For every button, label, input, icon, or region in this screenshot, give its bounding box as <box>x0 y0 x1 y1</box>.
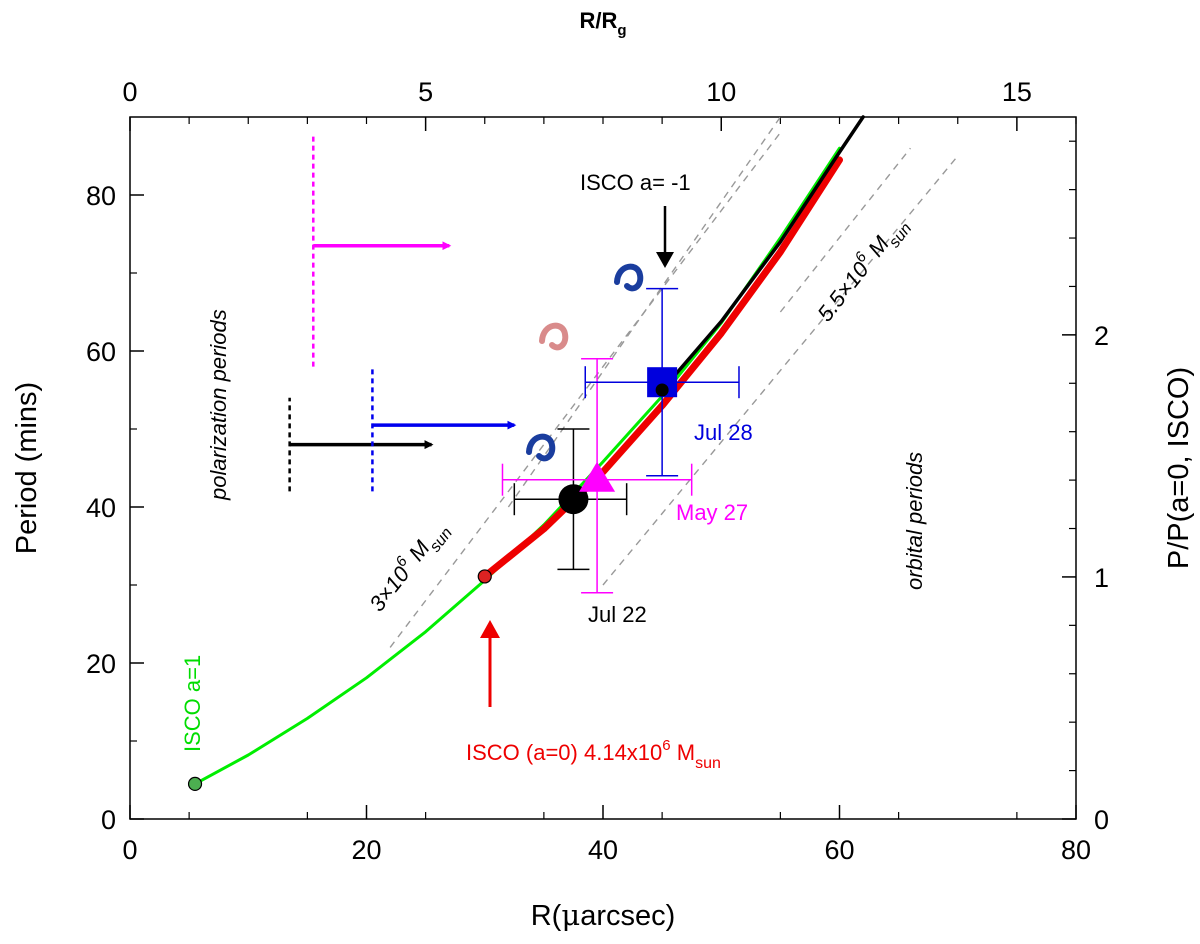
right-y-tick-label: 1 <box>1094 563 1109 593</box>
isco-a0-arrowhead <box>480 620 500 638</box>
x-tick-label: 60 <box>824 835 854 865</box>
y-tick-label: 80 <box>86 181 116 211</box>
right-y-tick-label: 2 <box>1094 321 1109 351</box>
top-x-tick-label: 15 <box>1002 77 1032 107</box>
mass-5_5e6-label: 5.5×106 Msun <box>810 209 916 330</box>
observation-points: Jul 22 May 27 Jul 28 <box>501 287 753 627</box>
curved-arrow-icon <box>526 263 644 462</box>
data-point <box>579 461 616 492</box>
mass-5_5e6-marker <box>655 383 669 397</box>
isco-a0-label: ISCO (a=0) 4.14x106 Msun <box>466 737 721 772</box>
y-tick-label: 40 <box>86 493 116 523</box>
right-y-axis-label: P/P(a=0, ISCO) <box>1163 367 1195 569</box>
data-point-label: Jul 22 <box>588 602 647 627</box>
isco-a1-marker <box>187 776 203 792</box>
reference-line <box>602 155 959 586</box>
isco-am1-label: ISCO a= -1 <box>580 170 691 195</box>
y-tick-label: 60 <box>86 337 116 367</box>
reference-line <box>779 147 911 313</box>
polarization-limits <box>288 132 517 492</box>
isco-a0-marker <box>477 569 492 584</box>
orbital-periods-label: orbital periods <box>902 452 927 590</box>
top-x-tick-label: 10 <box>706 77 736 107</box>
series-line <box>660 115 865 392</box>
right-y-tick-label: 0 <box>1094 805 1109 835</box>
x-tick-label: 0 <box>122 835 137 865</box>
x-tick-label: 20 <box>351 835 381 865</box>
polarization-periods-label: polarization periods <box>206 309 231 501</box>
series-line <box>193 146 841 786</box>
data-point-label: May 27 <box>676 500 748 525</box>
top-x-tick-label: 0 <box>122 77 137 107</box>
y-axis-label: Period (mins) <box>11 382 43 554</box>
x-tick-label: 80 <box>1061 835 1091 865</box>
y-tick-label: 20 <box>86 649 116 679</box>
top-x-axis-label: R/Rg <box>579 8 626 39</box>
data-point-label: Jul 28 <box>694 420 753 445</box>
top-x-tick-label: 5 <box>418 77 433 107</box>
mass-3e6-label: 3×106 Msun <box>362 514 456 621</box>
x-tick-label: 40 <box>588 835 618 865</box>
y-tick-label: 0 <box>101 805 116 835</box>
x-axis-label: R(μarcsec) <box>531 898 676 932</box>
reference-line <box>389 132 781 648</box>
isco-am1-arrowhead <box>656 252 674 268</box>
isco-a1-label: ISCO a=1 <box>180 655 205 752</box>
